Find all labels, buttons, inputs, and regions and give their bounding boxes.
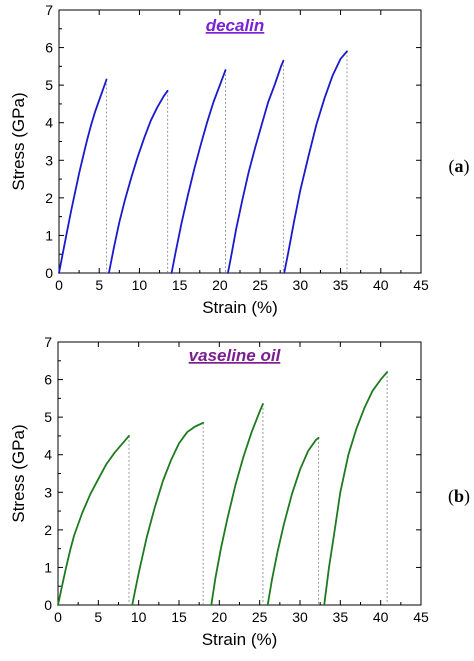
- x-tick-label: 35: [333, 609, 349, 625]
- y-tick-label: 0: [44, 597, 52, 613]
- stress-strain-curve-1: [57, 434, 130, 606]
- x-tick-label: 45: [413, 609, 429, 625]
- plot-frame: [58, 9, 422, 274]
- y-tick-label: 7: [45, 2, 53, 18]
- y-tick-label: 7: [44, 334, 52, 350]
- x-tick-label: 20: [212, 609, 228, 625]
- y-tick-label: 5: [45, 77, 53, 93]
- x-tick-label: 10: [132, 277, 148, 293]
- stress-strain-curve-4: [266, 436, 320, 606]
- stress-strain-curve-2: [131, 421, 205, 606]
- x-tick-label: 30: [292, 609, 308, 625]
- x-tick-label: 0: [55, 277, 63, 293]
- chart-title: decalin: [206, 16, 265, 35]
- x-tick-label: 15: [172, 277, 188, 293]
- chart-title: vaseline oil: [189, 346, 282, 365]
- stress-strain-curve-5: [323, 371, 389, 606]
- stress-strain-curve-3: [210, 403, 264, 606]
- stress-strain-curve-4: [226, 59, 285, 274]
- x-tick-label: 40: [373, 609, 389, 625]
- x-tick-label: 45: [413, 277, 429, 293]
- x-tick-label: 5: [94, 609, 102, 625]
- y-tick-label: 1: [44, 559, 52, 575]
- x-tick-label: 25: [252, 609, 268, 625]
- y-tick-label: 4: [45, 115, 53, 131]
- x-tick-label: 25: [252, 277, 268, 293]
- x-tick-label: 20: [212, 277, 228, 293]
- y-tick-label: 6: [44, 372, 52, 388]
- stress-strain-curve-3: [170, 69, 227, 274]
- y-tick-label: 5: [44, 409, 52, 425]
- x-axis-label: Strain (%): [202, 630, 278, 649]
- panel-label: (b): [448, 486, 470, 507]
- x-tick-label: 15: [171, 609, 187, 625]
- y-tick-label: 2: [45, 190, 53, 206]
- y-axis-label: Stress (GPa): [9, 92, 28, 190]
- stress-strain-curve-1: [58, 78, 108, 274]
- x-axis-label: Strain (%): [202, 298, 278, 317]
- panel-label: (a): [449, 156, 470, 177]
- y-tick-label: 3: [45, 152, 53, 168]
- y-tick-label: 6: [45, 40, 53, 56]
- stress-strain-curve-2: [108, 89, 169, 274]
- stress-strain-curve-5: [283, 50, 348, 274]
- y-tick-label: 2: [44, 522, 52, 538]
- y-tick-label: 0: [45, 265, 53, 281]
- y-tick-label: 3: [44, 484, 52, 500]
- x-tick-label: 40: [373, 277, 389, 293]
- y-axis-label: Stress (GPa): [9, 424, 28, 522]
- y-tick-label: 1: [45, 227, 53, 243]
- x-tick-label: 35: [333, 277, 349, 293]
- x-tick-label: 0: [54, 609, 62, 625]
- x-tick-label: 30: [293, 277, 309, 293]
- x-tick-label: 5: [95, 277, 103, 293]
- y-tick-label: 4: [44, 447, 52, 463]
- x-tick-label: 10: [131, 609, 147, 625]
